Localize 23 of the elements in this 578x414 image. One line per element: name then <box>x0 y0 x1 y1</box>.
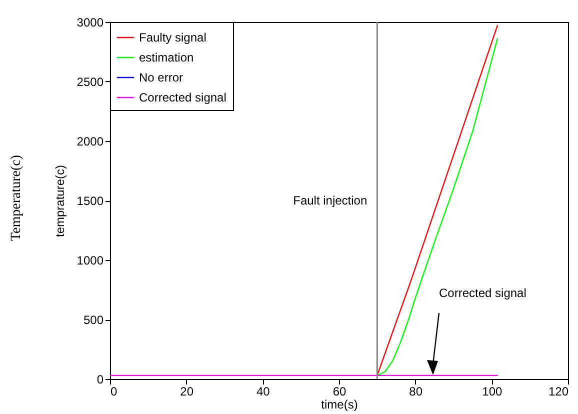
legend-label: No error <box>139 70 184 84</box>
legend-label: estimation <box>139 50 194 64</box>
y-tick-label: 2500 <box>76 75 104 89</box>
y-tick-label: 3000 <box>76 16 104 30</box>
x-tick-label: 120 <box>548 384 569 398</box>
legend-label: Corrected signal <box>139 90 226 104</box>
x-tick-label: 40 <box>256 384 270 398</box>
y-axis-title: temprature(c) <box>52 164 67 238</box>
x-tick-label: 60 <box>332 384 346 398</box>
y-tick-label: 2000 <box>76 134 104 148</box>
text: Temperature(c) <box>9 154 26 242</box>
x-tick-label: 80 <box>409 384 423 398</box>
x-tick-label: 0 <box>110 384 118 398</box>
x-tick-label: 20 <box>180 384 194 398</box>
legend-label: Faulty signal <box>139 30 206 44</box>
y-tick-label: 0 <box>96 372 104 386</box>
x-axis-title: time(s) <box>321 398 358 412</box>
y-tick-label: 1500 <box>76 194 104 208</box>
y-tick-label: 500 <box>83 313 104 327</box>
annotation: Corrected signal <box>439 286 526 300</box>
y-tick-label: 1000 <box>76 254 104 268</box>
ref-line-label: Fault injection <box>293 194 368 208</box>
x-tick-label: 100 <box>482 384 502 398</box>
